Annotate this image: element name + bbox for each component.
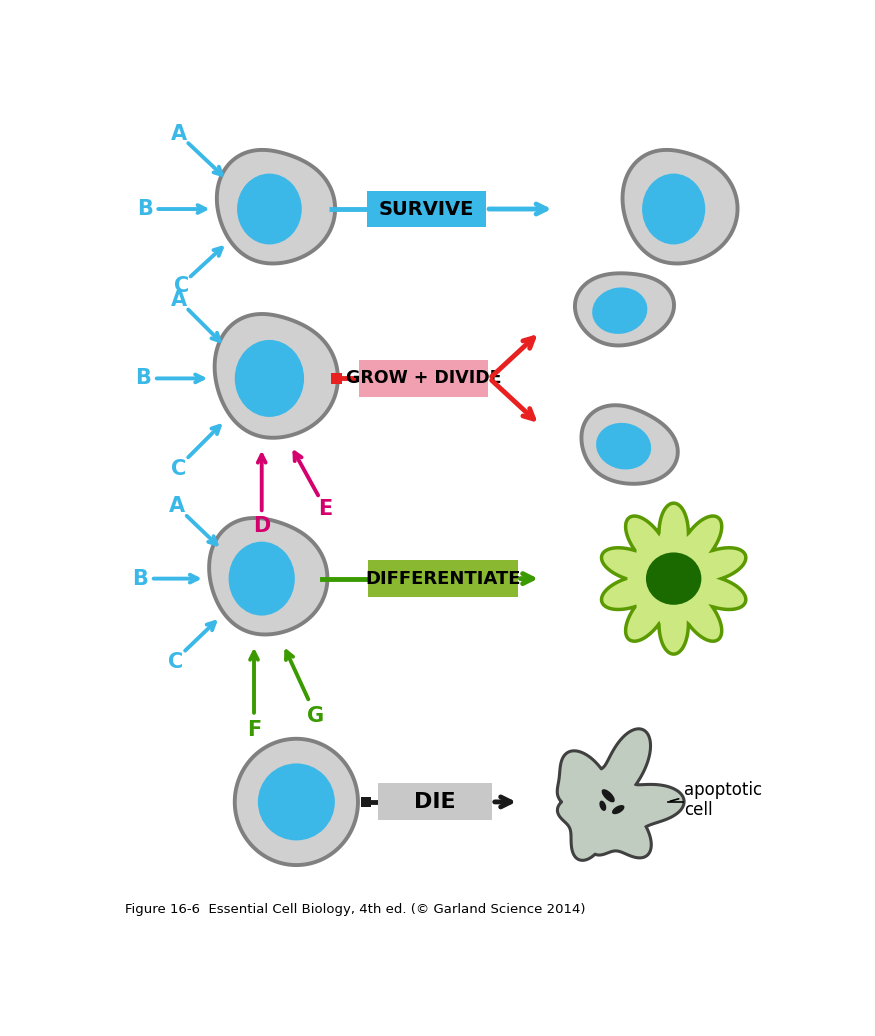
Text: apoptotic: apoptotic	[684, 780, 763, 799]
Polygon shape	[601, 503, 746, 654]
Bar	[331, 373, 342, 383]
Text: D: D	[253, 516, 270, 537]
FancyBboxPatch shape	[368, 560, 518, 597]
Text: B: B	[136, 199, 152, 219]
Text: Figure 16-6  Essential Cell Biology, 4th ed. (© Garland Science 2014): Figure 16-6 Essential Cell Biology, 4th …	[125, 903, 586, 916]
Text: DIE: DIE	[414, 792, 456, 812]
Polygon shape	[575, 274, 674, 345]
Text: E: E	[318, 499, 332, 519]
Text: GROW + DIVIDE: GROW + DIVIDE	[346, 370, 501, 387]
Bar	[361, 797, 371, 807]
Polygon shape	[582, 405, 678, 484]
Text: A: A	[171, 123, 186, 144]
Ellipse shape	[258, 764, 335, 840]
Ellipse shape	[612, 805, 625, 814]
Text: F: F	[247, 720, 261, 740]
Text: C: C	[174, 276, 189, 296]
Text: A: A	[171, 290, 186, 310]
Polygon shape	[217, 150, 335, 263]
Polygon shape	[234, 739, 358, 865]
Ellipse shape	[234, 340, 304, 416]
Text: B: B	[132, 569, 148, 588]
Text: SURVIVE: SURVIVE	[379, 200, 474, 219]
Text: A: A	[169, 496, 186, 516]
Ellipse shape	[237, 174, 302, 244]
Ellipse shape	[592, 287, 648, 334]
Ellipse shape	[228, 542, 295, 615]
Ellipse shape	[602, 789, 615, 802]
Text: B: B	[136, 369, 151, 388]
Ellipse shape	[642, 174, 705, 244]
Text: C: C	[168, 652, 183, 671]
FancyBboxPatch shape	[367, 191, 487, 228]
Text: C: C	[171, 459, 186, 480]
Polygon shape	[557, 729, 684, 860]
FancyBboxPatch shape	[378, 783, 492, 821]
Polygon shape	[209, 518, 327, 634]
Polygon shape	[214, 314, 338, 438]
FancyBboxPatch shape	[359, 359, 488, 397]
Text: G: G	[307, 706, 324, 725]
Ellipse shape	[599, 801, 606, 811]
Ellipse shape	[596, 423, 651, 469]
Text: cell: cell	[684, 801, 713, 818]
Ellipse shape	[646, 552, 702, 605]
Polygon shape	[622, 150, 738, 263]
Text: DIFFERENTIATE: DIFFERENTIATE	[365, 570, 521, 587]
